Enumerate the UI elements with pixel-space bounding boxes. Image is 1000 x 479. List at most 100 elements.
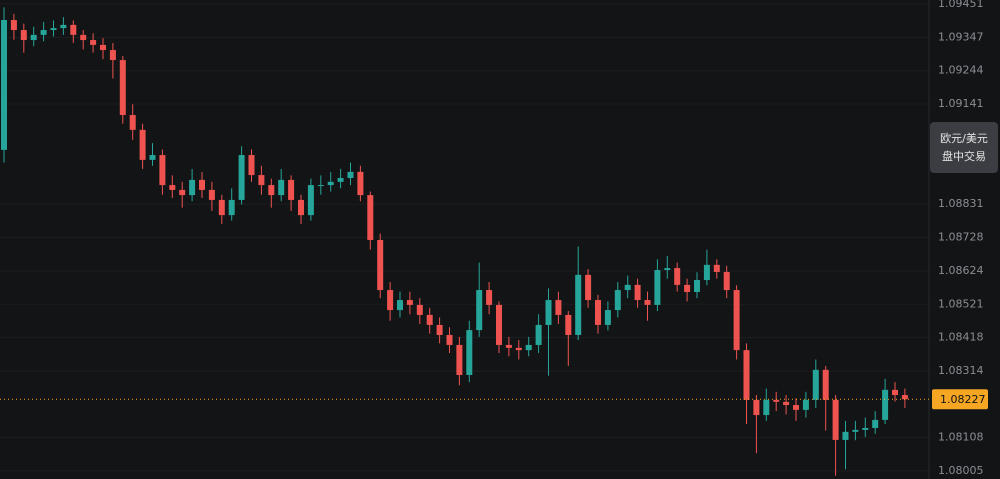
- candle-body: [852, 429, 859, 432]
- candle-body: [189, 179, 196, 196]
- candle-body: [555, 300, 562, 315]
- candle-body: [862, 427, 869, 430]
- candle-body: [317, 185, 324, 187]
- candle-body: [50, 28, 57, 31]
- candle-body: [674, 268, 681, 285]
- candle-body: [268, 185, 275, 196]
- y-tick-label: 1.09451: [938, 0, 984, 10]
- candle-body: [713, 264, 720, 272]
- candle-body: [80, 34, 87, 41]
- candle-body: [20, 30, 27, 41]
- candle-body: [545, 300, 552, 325]
- last-price-label: 1.08227: [940, 393, 986, 406]
- candle-body: [694, 280, 700, 292]
- candle-body: [446, 334, 453, 345]
- candle-body: [793, 405, 799, 410]
- y-tick-label: 1.08831: [938, 197, 984, 210]
- candle-body: [169, 185, 176, 190]
- candle-body: [288, 179, 295, 200]
- candle-body: [60, 24, 67, 29]
- candle-body: [298, 199, 304, 216]
- candle-body: [327, 181, 334, 186]
- candle-body: [70, 24, 77, 35]
- candle-body: [585, 274, 592, 301]
- candle-body: [149, 155, 156, 160]
- candle-body: [100, 44, 106, 51]
- candle-body: [892, 389, 898, 396]
- candle-body: [347, 171, 354, 178]
- candle-body: [901, 395, 908, 400]
- y-tick-label: 1.08418: [938, 331, 984, 344]
- y-tick-label: 1.08314: [938, 364, 984, 377]
- candle-body: [812, 369, 819, 400]
- candle-body: [218, 199, 225, 216]
- candle-body: [367, 195, 374, 240]
- candle-body: [258, 175, 265, 186]
- candle-body: [397, 300, 403, 311]
- candle-body: [377, 239, 384, 291]
- y-tick-label: 1.09347: [938, 30, 984, 43]
- candles: [1, 7, 908, 476]
- tag-line[interactable]: 盘中交易: [942, 149, 986, 163]
- candle-body: [763, 399, 770, 416]
- candle-body: [743, 350, 750, 400]
- candle-body: [496, 304, 502, 345]
- candle-body: [208, 189, 215, 200]
- candle-body: [505, 344, 512, 348]
- candle-body: [565, 314, 572, 335]
- candle-body: [10, 20, 17, 31]
- candle-body: [476, 290, 483, 331]
- candle-body: [664, 268, 671, 271]
- candle-body: [109, 50, 116, 61]
- candle-body: [486, 290, 493, 305]
- candle-body: [436, 324, 443, 335]
- candle-body: [733, 290, 740, 351]
- candle-body: [456, 344, 463, 375]
- tag-box[interactable]: [930, 122, 998, 173]
- candle-body: [783, 401, 790, 406]
- candle-body: [525, 344, 532, 351]
- y-tick-label: 1.08005: [938, 464, 984, 477]
- candle-body: [228, 199, 235, 216]
- candle-body: [644, 300, 651, 305]
- candle-body: [723, 271, 730, 291]
- y-tick-label: 1.08108: [938, 431, 984, 444]
- candle-body: [426, 314, 433, 325]
- candle-body: [753, 399, 760, 416]
- candle-body: [595, 300, 601, 325]
- candle-body: [40, 30, 47, 35]
- candle-body: [30, 34, 37, 41]
- candle-body: [822, 369, 829, 400]
- candle-body: [416, 304, 423, 315]
- grid: [0, 3, 929, 472]
- candle-body: [802, 399, 809, 410]
- candle-body: [307, 185, 314, 216]
- last-price-box: [932, 389, 988, 410]
- candle-body: [199, 179, 205, 190]
- y-tick-label: 1.08728: [938, 230, 984, 243]
- candle-body: [872, 419, 879, 428]
- candle-body: [90, 40, 97, 45]
- candle-body: [337, 177, 344, 182]
- y-tick-label: 1.09244: [938, 64, 984, 77]
- candle-body: [882, 389, 889, 420]
- y-axis: 1.09451 1.09347 1.09244 1.09141 1.08831 1.087…: [938, 0, 984, 477]
- y-tick-label: 1.09141: [938, 97, 984, 110]
- candle-body: [624, 284, 631, 291]
- candle-body: [387, 290, 394, 311]
- candle-body: [139, 129, 146, 160]
- candle-body: [575, 274, 582, 335]
- symbol-tag[interactable]: 欧元/美元 盘中交易: [930, 122, 998, 173]
- candle-body: [406, 300, 413, 305]
- y-tick-label: 1.08624: [938, 264, 984, 277]
- candle-body: [1, 20, 7, 150]
- tag-line[interactable]: 欧元/美元: [940, 132, 988, 145]
- candle-body: [634, 284, 641, 301]
- candle-body: [515, 347, 522, 351]
- candle-body: [773, 399, 780, 402]
- candle-body: [159, 155, 166, 186]
- candle-body: [604, 310, 611, 325]
- candle-body: [119, 60, 126, 115]
